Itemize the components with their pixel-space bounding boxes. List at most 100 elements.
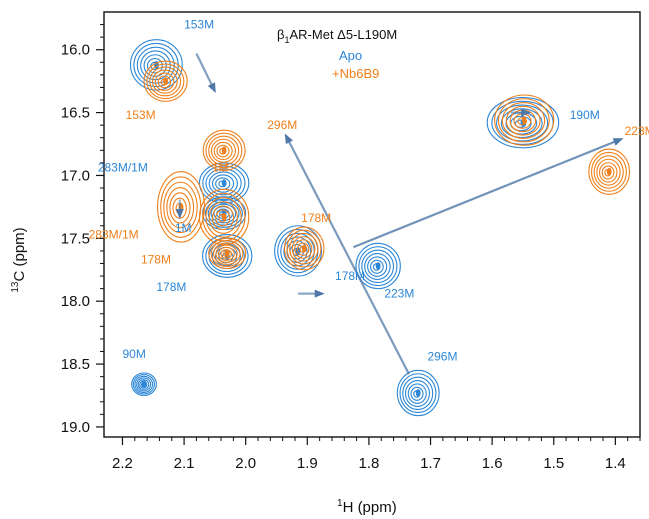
- contour-ring: [402, 376, 434, 411]
- contour-ring: [370, 259, 384, 274]
- shift-arrow: [195, 53, 216, 94]
- contour-ring: [215, 209, 231, 227]
- contour-ring: [410, 386, 424, 401]
- contour-ring: [134, 375, 154, 393]
- chart-title: β1AR-Met Δ5-L190M: [277, 27, 397, 45]
- contour-ring: [146, 57, 163, 74]
- contour-ring: [211, 174, 235, 193]
- contour-peak: [588, 148, 631, 195]
- contour-ring: [143, 54, 167, 77]
- contour-peak: [202, 129, 246, 171]
- contour-ring: [274, 225, 323, 277]
- contour-ring: [294, 239, 313, 259]
- x-tick-label: 1.6: [482, 455, 503, 472]
- contour-peak: [283, 226, 325, 271]
- peak-center-dot: [163, 77, 169, 85]
- contour-ring: [283, 226, 325, 271]
- contour-ring: [496, 104, 549, 142]
- peak-center-dot: [141, 380, 147, 388]
- contour-ring: [131, 372, 157, 397]
- contour-ring: [208, 171, 238, 196]
- y-tick-label: 17.5: [61, 230, 90, 247]
- plot-frame: [103, 11, 641, 438]
- contour-ring: [361, 249, 395, 284]
- contour-ring: [198, 162, 250, 204]
- contour-ring: [205, 197, 242, 238]
- y-tick-label: 19.0: [61, 419, 90, 436]
- contour-ring: [208, 237, 247, 270]
- peak-label: 283M/1M: [98, 161, 148, 175]
- peak-label: 296M: [267, 118, 297, 132]
- contour-ring: [396, 369, 440, 417]
- contour-ring: [137, 379, 150, 390]
- peak-center-dot: [221, 213, 227, 221]
- contour-ring: [163, 181, 198, 234]
- contour-peak: [143, 60, 188, 102]
- contour-ring: [208, 201, 238, 234]
- peak-label: 223M: [625, 124, 649, 138]
- contour-ring: [593, 155, 624, 189]
- peak-center-dot: [224, 249, 230, 258]
- contour-peak: [208, 237, 247, 270]
- y-tick-label: 16.0: [61, 42, 90, 59]
- contour-ring: [149, 66, 182, 97]
- contour-ring: [216, 144, 230, 158]
- contour-peak: [131, 372, 157, 397]
- peak-center-dot: [606, 167, 612, 176]
- contour-ring: [205, 237, 249, 275]
- contour-ring: [588, 148, 631, 195]
- x-tick-label: 1.8: [358, 455, 379, 472]
- contour-ring: [213, 242, 241, 265]
- contour-peak: [355, 242, 401, 290]
- contour-ring: [286, 229, 322, 268]
- legend-entry-apo: Apo: [339, 48, 362, 63]
- peak-center-dot: [415, 389, 421, 397]
- contour-ring: [599, 162, 618, 183]
- contour-ring: [202, 129, 246, 171]
- contour-ring: [399, 373, 437, 414]
- shift-arrow: [284, 133, 410, 375]
- contour-ring: [596, 158, 621, 186]
- peak-label: 178M: [335, 269, 365, 283]
- contour-ring: [210, 138, 236, 163]
- contour-ring: [211, 205, 235, 231]
- contour-ring: [143, 60, 188, 102]
- shift-arrow: [353, 137, 624, 249]
- peak-label: 153M: [126, 108, 156, 122]
- x-tick-label: 1.4: [605, 455, 626, 472]
- contour-peak: [198, 188, 250, 246]
- x-tick-label: 2.2: [112, 455, 133, 472]
- contour-ring: [213, 141, 233, 161]
- peak-center-dot: [221, 146, 227, 155]
- peak-label: 283M/1M: [89, 227, 139, 241]
- contour-ring: [215, 244, 238, 263]
- contour-ring: [590, 151, 627, 192]
- x-tick-label: 1.7: [420, 455, 441, 472]
- peak-label: 178M: [156, 280, 186, 294]
- peak-label: 153M: [184, 17, 214, 31]
- peak-label: 190M: [570, 108, 600, 122]
- contour-ring: [497, 98, 550, 143]
- contour-ring: [486, 96, 560, 149]
- peak-label: 178M: [301, 211, 331, 225]
- contour-ring: [146, 63, 185, 100]
- contour-ring: [205, 132, 243, 169]
- contour-ring: [296, 242, 310, 256]
- x-tick-label: 2.1: [174, 455, 195, 472]
- contour-ring: [208, 135, 240, 166]
- contour-ring: [157, 75, 172, 89]
- peak-label: 90M: [122, 347, 145, 361]
- contour-ring: [204, 198, 243, 228]
- contour-ring: [169, 192, 191, 224]
- peak-label: 223M: [384, 286, 414, 300]
- y-tick-label: 18.5: [61, 356, 90, 373]
- contour-ring: [202, 165, 246, 201]
- contour-ring: [407, 383, 427, 404]
- contour-ring: [404, 379, 431, 407]
- contour-ring: [157, 171, 205, 243]
- y-axis-title: 13C (ppm): [10, 227, 28, 292]
- peak-label: 1M: [212, 161, 229, 175]
- contour-ring: [355, 242, 401, 290]
- contour-ring: [210, 203, 237, 224]
